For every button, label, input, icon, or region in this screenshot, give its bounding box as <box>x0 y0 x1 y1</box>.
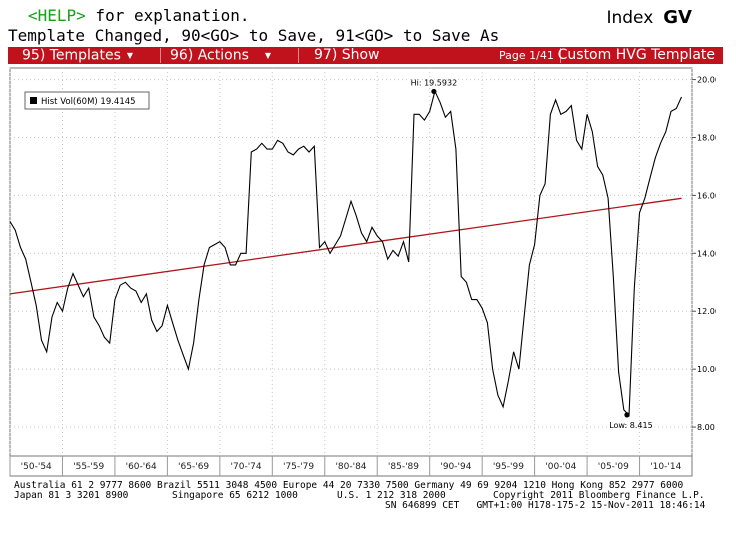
low-point-marker <box>624 412 630 418</box>
show-menu[interactable]: 97) Show <box>314 47 380 64</box>
menu-divider <box>160 48 161 63</box>
trend-line <box>9 197 682 295</box>
volatility-chart: 8.00 10.00 12.00 14.00 16.00 18.00 20.00 '50-'5… <box>9 67 720 477</box>
y-tick-label: 18.00 <box>697 133 716 142</box>
menu-divider <box>560 48 561 63</box>
status-line: Template Changed, 90<GO> to Save, 91<GO>… <box>8 26 500 45</box>
footer-us: U.S. 1 212 318 2000 <box>337 490 446 501</box>
footer-copyright: Copyright 2011 Bloomberg Finance L.P. <box>493 490 705 501</box>
chart-area: 8.00 10.00 12.00 14.00 16.00 18.00 20.00 '50-'5… <box>8 64 720 487</box>
terminal-header: <HELP> for explanation. Template Changed… <box>0 0 736 46</box>
footer-japan: Japan 81 3 3201 8900 <box>14 490 129 501</box>
legend-swatch <box>30 97 37 104</box>
x-tick-label: '60-'64 <box>126 462 157 472</box>
show-menu-label: 97) Show <box>314 47 380 63</box>
footer-session: SN 646899 CET GMT+1:00 H178-175-2 15-Nov… <box>385 500 706 511</box>
high-point-label: Hi: 19.5932 <box>411 78 458 87</box>
actions-menu-label: 96) Actions <box>170 47 249 64</box>
x-tick-label: '05-'09 <box>598 462 629 472</box>
template-name[interactable]: Custom HVG Template <box>557 47 715 63</box>
ticker: GV <box>663 7 692 28</box>
legend: Hist Vol(60M) 19.4145 <box>24 91 150 110</box>
chevron-down-icon: ▼ <box>264 51 272 60</box>
hist-vol-series-line <box>9 89 683 417</box>
security-label: Index GV <box>606 7 692 28</box>
y-tick-label: 14.00 <box>697 249 716 258</box>
index-label: Index <box>606 8 654 28</box>
x-tick-label: '50-'54 <box>21 462 52 472</box>
x-tick-label: '00-'04 <box>545 462 576 472</box>
x-tick-label: '75-'79 <box>283 462 314 472</box>
menu-divider <box>298 48 299 63</box>
legend-box <box>24 91 150 110</box>
page-indicator: Page 1/41 <box>499 49 554 62</box>
x-tick-label: '65-'69 <box>178 462 209 472</box>
x-tick-label: '70-'74 <box>231 462 262 472</box>
legend-label: Hist Vol(60M) 19.4145 <box>41 97 136 107</box>
actions-menu[interactable]: 96) Actions ▼ <box>170 47 271 65</box>
footer-line-1: Australia 61 2 9777 8600 Brazil 5511 304… <box>14 480 684 491</box>
low-point-label: Low: 8.415 <box>609 421 652 430</box>
footer-contacts: Australia 61 2 9777 8600 Brazil 5511 304… <box>0 481 736 551</box>
help-key[interactable]: <HELP> <box>28 6 86 25</box>
chevron-down-icon: ▼ <box>126 51 134 60</box>
x-tick-label: '55-'59 <box>73 462 104 472</box>
y-tick-label: 20.00 <box>697 76 716 85</box>
y-tick-label: 10.00 <box>697 365 716 374</box>
plot-frame <box>9 67 693 457</box>
x-tick-label: '80-'84 <box>335 462 366 472</box>
help-line: <HELP> for explanation. <box>28 6 250 25</box>
y-tick-label: 8.00 <box>697 423 715 432</box>
help-text: for explanation. <box>85 6 250 25</box>
x-tick-label: '95-'99 <box>493 462 524 472</box>
x-tick-label: '90-'94 <box>440 462 471 472</box>
x-tick-label: '85-'89 <box>388 462 419 472</box>
footer-singapore: Singapore 65 6212 1000 <box>172 490 298 501</box>
menu-bar: 95) Templates ▼ 96) Actions ▼ 97) Show Pag… <box>8 47 723 64</box>
x-tick-label: '10-'14 <box>650 462 681 472</box>
high-point-marker <box>431 88 437 95</box>
y-tick-label: 16.00 <box>697 191 716 200</box>
templates-menu-label: 95) Templates <box>22 47 121 64</box>
templates-menu[interactable]: 95) Templates ▼ <box>22 47 133 65</box>
y-tick-label: 12.00 <box>697 307 716 316</box>
